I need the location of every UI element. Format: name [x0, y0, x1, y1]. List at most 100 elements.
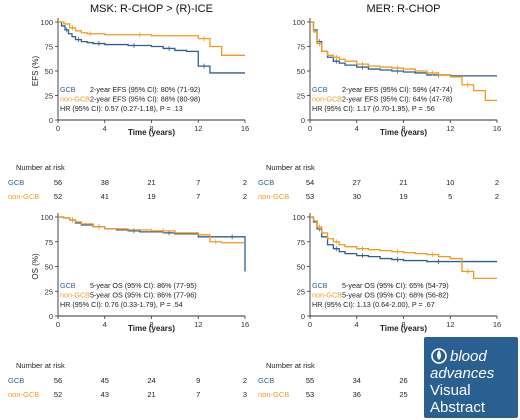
risk-value: 19: [147, 192, 155, 201]
risk-value: 19: [399, 192, 407, 201]
y-tick-label: 0: [301, 312, 305, 321]
legend-label: non-GCB: [312, 95, 342, 104]
legend-label: GCB: [312, 281, 328, 290]
y-tick-label: 100: [40, 18, 53, 27]
badge-background: [424, 337, 518, 418]
x-tick-label: 12: [446, 124, 454, 133]
x-tick-label: 4: [355, 320, 359, 329]
risk-value: 41: [101, 192, 109, 201]
y-axis-label: EFS (%): [31, 56, 40, 87]
x-tick-label: 12: [194, 124, 202, 133]
risk-row-label: non-GCB: [8, 192, 39, 201]
risk-row-label: GCB: [8, 376, 24, 385]
risk-value: 52: [54, 390, 62, 399]
hazard-ratio-text: HR (95% CI): 0.57 (0.27-1.18), P = .13: [60, 104, 183, 113]
blood-advances-visual-abstract-badge: blood advances Visual Abstract: [424, 337, 518, 418]
badge-line-4: Abstract: [430, 399, 486, 416]
risk-row-label: non-GCB: [8, 390, 39, 399]
risk-value: 27: [353, 178, 361, 187]
x-tick-label: 8: [401, 124, 405, 133]
x-tick-label: 16: [241, 320, 249, 329]
y-tick-label: 50: [45, 67, 53, 76]
risk-value: 7: [196, 178, 200, 187]
panel-msk-efs: MSK: R-CHOP > (R)-ICE 0 25 50 75 100 0 4 8 12 16 EF…: [8, 3, 249, 201]
risk-value: 21: [399, 178, 407, 187]
risk-row-label: GCB: [258, 178, 274, 187]
y-tick-label: 25: [297, 287, 305, 296]
legend-stat: 2-year EFS (95% CI): 59% (47-74): [342, 85, 452, 94]
risk-value: 24: [147, 376, 155, 385]
legend-stat: 5-year OS (95% CI): 86% (77-96): [90, 291, 197, 300]
risk-value: 53: [306, 192, 314, 201]
y-tick-label: 25: [45, 287, 53, 296]
risk-value: 7: [196, 390, 200, 399]
legend-stat: 2-year EFS (95% CI): 64% (47-78): [342, 95, 452, 104]
blood-drop-icon: [431, 348, 447, 364]
risk-value: 54: [306, 178, 314, 187]
x-tick-label: 16: [493, 124, 501, 133]
x-tick-label: 8: [401, 320, 405, 329]
panel-msk-os: 0 25 50 75 100 0 4 8 12 16 OS (%) Time (years) GCB 5-…: [8, 213, 249, 399]
risk-value: 9: [196, 376, 200, 385]
risk-value: 56: [54, 178, 62, 187]
risk-row-label: GCB: [258, 376, 274, 385]
legend-stat: 2-year EFS (95% CI): 80% (71-92): [90, 85, 200, 94]
risk-value: 5: [448, 192, 452, 201]
y-tick-label: 50: [297, 67, 305, 76]
x-tick-label: 4: [355, 124, 359, 133]
risk-value: 2: [495, 178, 499, 187]
y-axis-label: OS (%): [31, 253, 40, 280]
legend-label: GCB: [312, 85, 328, 94]
risk-row-label: non-GCB: [258, 390, 289, 399]
legend-stat: 2-year EFS (95% CI): 88% (80-98): [90, 95, 200, 104]
y-tick-label: 25: [297, 92, 305, 101]
risk-value: 21: [147, 178, 155, 187]
y-tick-label: 100: [292, 213, 305, 222]
y-tick-label: 0: [301, 116, 305, 125]
x-tick-label: 12: [446, 320, 454, 329]
legend-label: GCB: [60, 281, 76, 290]
risk-value: 3: [243, 390, 247, 399]
badge-line-1: blood: [450, 348, 487, 365]
risk-value: 2: [243, 178, 247, 187]
km-curve-nongcb: [58, 21, 245, 56]
risk-table-title: Number at risk: [16, 163, 65, 172]
risk-row-label: GCB: [8, 178, 24, 187]
risk-value: 43: [101, 390, 109, 399]
legend-label: GCB: [60, 85, 76, 94]
risk-value: 10: [446, 178, 454, 187]
legend-stat: 5-year OS (95% CI): 65% (54-79): [342, 281, 449, 290]
risk-value: 45: [101, 376, 109, 385]
risk-value: 52: [54, 192, 62, 201]
risk-table-title: Number at risk: [266, 163, 315, 172]
x-tick-label: 0: [308, 124, 312, 133]
risk-value: 34: [353, 376, 361, 385]
risk-value: 36: [353, 390, 361, 399]
legend-label: non-GCB: [312, 291, 342, 300]
risk-value: 30: [353, 192, 361, 201]
x-axis-label: Time (years): [128, 128, 175, 137]
x-tick-label: 8: [149, 320, 153, 329]
risk-value: 38: [101, 178, 109, 187]
x-tick-label: 12: [194, 320, 202, 329]
risk-value: 56: [54, 376, 62, 385]
legend-label: non-GCB: [60, 95, 90, 104]
risk-value: 2: [243, 192, 247, 201]
x-tick-label: 16: [493, 320, 501, 329]
y-tick-label: 25: [45, 92, 53, 101]
x-tick-label: 16: [241, 124, 249, 133]
y-tick-label: 50: [45, 263, 53, 272]
risk-value: 55: [306, 376, 314, 385]
panel-mer-os: 0 25 50 75 100 0 4 8 12 16 Time (years) GCB 5-year O…: [258, 213, 501, 399]
x-tick-label: 0: [56, 320, 60, 329]
risk-value: 25: [399, 390, 407, 399]
km-curve-nongcb: [310, 216, 497, 280]
x-tick-label: 0: [56, 124, 60, 133]
hazard-ratio-text: HR (95% CI): 1.13 (0.64-2.00), P = .67: [312, 300, 435, 309]
risk-value: 2: [243, 376, 247, 385]
risk-table-title: Number at risk: [266, 361, 315, 370]
x-tick-label: 4: [103, 320, 107, 329]
y-tick-label: 0: [49, 312, 53, 321]
x-axis-label: Time (years): [380, 324, 427, 333]
